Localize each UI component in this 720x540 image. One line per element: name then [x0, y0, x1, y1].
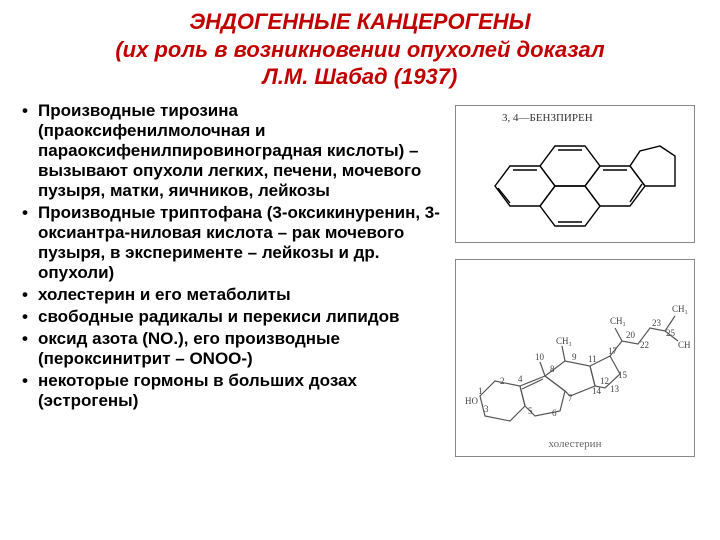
figure-benzpyrene: 3, 4—БЕНЗПИРЕН [455, 105, 695, 243]
svg-text:23: 23 [652, 318, 662, 328]
list-item: некоторые гормоны в больших дозах (эстро… [20, 371, 442, 411]
svg-text:25: 25 [666, 328, 676, 338]
svg-text:9: 9 [572, 352, 577, 362]
title-line-2: (их роль в возникновении опухолей доказа… [115, 37, 604, 62]
bullet-list: Производные тирозина (праоксифенилмолочн… [20, 101, 442, 412]
cholesterol-label: холестерин [549, 438, 602, 450]
svg-text:22: 22 [640, 340, 649, 350]
slide-root: ЭНДОГЕННЫЕ КАНЦЕРОГЕНЫ (их роль в возник… [0, 0, 720, 540]
list-item: Производные тирозина (праоксифенилмолочн… [20, 101, 442, 201]
list-item: Производные триптофана (3-оксикинуренин,… [20, 203, 442, 283]
text-column: Производные тирозина (праоксифенилмолочн… [20, 101, 450, 457]
svg-text:12: 12 [600, 376, 609, 386]
svg-text:10: 10 [535, 352, 545, 362]
svg-text:20: 20 [626, 330, 636, 340]
figure-cholesterol: HO CH₃ CH₃ CH₃ CH₃ 3 2 1 4 5 6 7 8 [455, 259, 695, 457]
svg-text:7: 7 [568, 393, 573, 403]
atom-label: CH₃ [556, 336, 572, 346]
svg-text:1: 1 [478, 386, 483, 396]
list-item: холестерин и его метаболиты [20, 285, 442, 305]
content-row: Производные тирозина (праоксифенилмолочн… [20, 101, 700, 457]
list-item: свободные радикалы и перекиси липидов [20, 307, 442, 327]
atom-label: HO [465, 396, 478, 406]
svg-text:17: 17 [608, 346, 618, 356]
svg-text:15: 15 [618, 370, 628, 380]
svg-text:11: 11 [588, 354, 597, 364]
figure-column: 3, 4—БЕНЗПИРЕН [450, 101, 700, 457]
svg-text:3: 3 [484, 404, 489, 414]
svg-text:6: 6 [552, 408, 557, 418]
svg-text:2: 2 [500, 376, 505, 386]
atom-label: CH₃ [610, 316, 626, 326]
benzpyrene-label: 3, 4—БЕНЗПИРЕН [462, 112, 593, 124]
atom-label: CH₃ [672, 304, 688, 314]
title-line-1: ЭНДОГЕННЫЕ КАНЦЕРОГЕНЫ [189, 9, 530, 34]
atom-label: CH₃ [678, 340, 690, 350]
svg-text:8: 8 [550, 364, 555, 374]
svg-text:13: 13 [610, 384, 620, 394]
svg-text:14: 14 [592, 386, 602, 396]
benzpyrene-structure-icon [465, 126, 685, 236]
title-line-3: Л.М. Шабад (1937) [263, 64, 458, 89]
list-item: оксид азота (NO.), его производные (перо… [20, 329, 442, 369]
slide-title: ЭНДОГЕННЫЕ КАНЦЕРОГЕНЫ (их роль в возник… [20, 8, 700, 91]
cholesterol-structure-icon: HO CH₃ CH₃ CH₃ CH₃ 3 2 1 4 5 6 7 8 [460, 266, 690, 436]
svg-text:4: 4 [518, 374, 523, 384]
svg-text:5: 5 [528, 406, 533, 416]
